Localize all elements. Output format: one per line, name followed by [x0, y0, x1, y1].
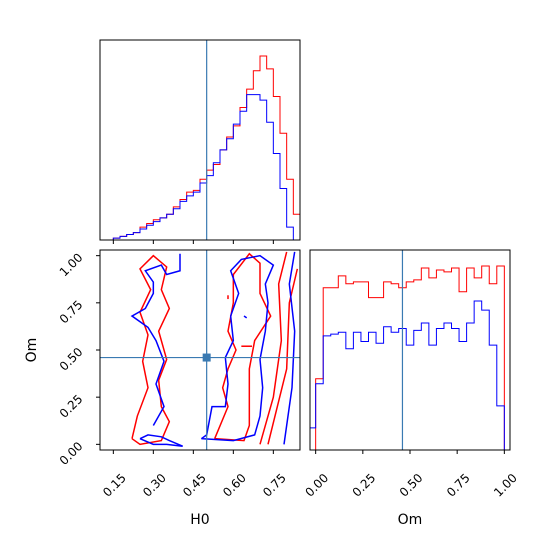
contour-blue-2	[200, 254, 275, 442]
om-y-tick-label-4: 1.00	[57, 250, 86, 279]
om-y-axis-label: Om	[24, 338, 40, 363]
h0-tick-label-0: 0.15	[100, 471, 129, 500]
hist-h0-red	[100, 55, 301, 241]
om-x-tick-label-1: 0.25	[350, 471, 379, 500]
plot-root: 0.15 0.30 0.45 0.60 0.75 0.00 0.00 0.25 0.25 0.50…	[57, 39, 520, 500]
h0-tick-label-4: 0.75	[260, 471, 289, 500]
contour-blue-0	[139, 434, 183, 447]
h0-tick-label-3: 0.60	[220, 471, 249, 500]
om-ylabel: Om	[24, 338, 40, 363]
om-x-tick-label-3: 0.75	[444, 471, 473, 500]
hist-h0-blue	[100, 94, 300, 241]
truth-marker	[202, 353, 211, 362]
h0-tick-label-1: 0.30	[140, 471, 169, 500]
om-y-tick-label-0: 0.00	[57, 439, 86, 468]
frame-top	[99, 39, 301, 241]
om-x-tick-label-2: 0.50	[397, 471, 426, 500]
hist-om-red	[310, 265, 510, 451]
om-y-tick-label-3: 0.75	[57, 298, 86, 327]
om-x-tick-label-4: 1.00	[491, 471, 520, 500]
frame-joint	[99, 249, 301, 451]
h0-axis-label: H0	[190, 512, 209, 528]
contour-blue-1	[130, 253, 181, 426]
contour-red-2	[267, 268, 299, 445]
om-xlabel: Om	[398, 512, 423, 528]
om-y-tick-label-1: 0.25	[57, 392, 86, 421]
hist-om-blue	[309, 300, 510, 451]
om-axis-label: Om	[398, 512, 423, 528]
contour-blue-3	[283, 251, 296, 445]
h0-xlabel: H0	[190, 512, 209, 528]
om-y-tick-label-2: 0.50	[57, 345, 86, 374]
frame-right	[309, 249, 511, 451]
h0-tick-label-2: 0.45	[180, 471, 209, 500]
om-x-tick-label-0: 0.00	[302, 471, 331, 500]
contour-blue-4	[243, 315, 248, 319]
contour-red-3	[259, 251, 288, 445]
contour-red-0	[131, 254, 171, 446]
